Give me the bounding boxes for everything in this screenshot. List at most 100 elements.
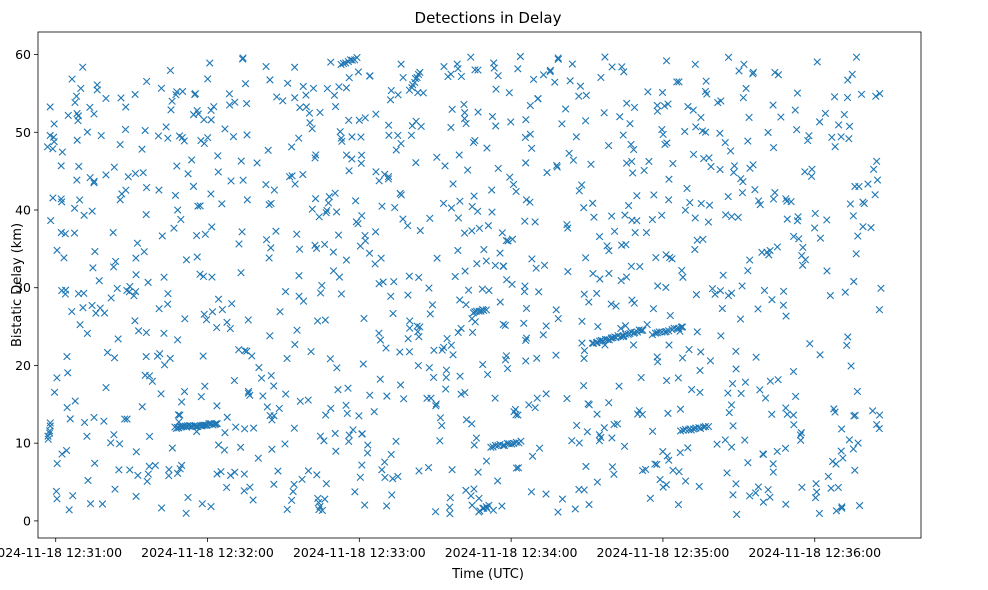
scatter-point-399 bbox=[577, 181, 586, 189]
scatter-point-866 bbox=[683, 184, 691, 193]
scatter-point-106 bbox=[774, 376, 782, 384]
scatter-point-578 bbox=[612, 302, 620, 310]
scatter-point-787 bbox=[808, 165, 816, 173]
scatter-point-153 bbox=[417, 122, 425, 131]
scatter-point-21 bbox=[475, 224, 484, 232]
scatter-point-52 bbox=[587, 160, 595, 169]
scatter-point-196 bbox=[689, 150, 698, 159]
scatter-point-896 bbox=[214, 295, 223, 303]
scatter-point-357 bbox=[345, 431, 353, 439]
scatter-point-381 bbox=[773, 243, 782, 251]
scatter-point-503 bbox=[789, 367, 798, 376]
scatter-point-980 bbox=[868, 407, 877, 415]
scatter-point-1039 bbox=[50, 137, 58, 146]
scatter-point-701 bbox=[658, 211, 666, 219]
scatter-point-917 bbox=[61, 286, 70, 294]
scatter-point-814 bbox=[732, 510, 741, 519]
scatter-point-904 bbox=[826, 291, 835, 300]
scatter-point-516 bbox=[384, 172, 393, 181]
scatter-point-178 bbox=[142, 352, 150, 361]
scatter-point-1021 bbox=[345, 167, 353, 175]
scatter-point-30 bbox=[389, 309, 397, 318]
scatter-point-491 bbox=[283, 79, 292, 87]
scatter-point-371 bbox=[508, 235, 517, 243]
scatter-point-678 bbox=[844, 76, 852, 84]
scatter-point-437 bbox=[63, 403, 71, 412]
scatter-point-69 bbox=[236, 443, 245, 451]
scatter-point-593 bbox=[235, 346, 243, 354]
scatter-point-969 bbox=[528, 452, 537, 460]
scatter-point-556 bbox=[568, 60, 577, 68]
scatter-point-860 bbox=[46, 216, 55, 225]
scatter-point-833 bbox=[798, 483, 806, 491]
scatter-point-1227 bbox=[416, 68, 424, 77]
scatter-point-1017 bbox=[665, 341, 673, 349]
scatter-point-1040 bbox=[721, 211, 730, 219]
scatter-point-126 bbox=[436, 437, 444, 445]
scatter-point-522 bbox=[706, 357, 715, 365]
scatter-point-472 bbox=[344, 384, 352, 392]
scatter-point-565 bbox=[95, 277, 103, 285]
scatter-point-952 bbox=[141, 126, 149, 135]
scatter-point-208 bbox=[805, 132, 813, 140]
scatter-point-568 bbox=[745, 492, 754, 500]
scatter-point-670 bbox=[721, 436, 729, 444]
scatter-point-248 bbox=[662, 283, 670, 292]
scatter-point-377 bbox=[102, 94, 110, 103]
scatter-point-769 bbox=[366, 72, 374, 80]
scatter-point-594 bbox=[372, 110, 380, 118]
scatter-point-267 bbox=[631, 228, 639, 237]
scatter-point-586 bbox=[397, 60, 405, 68]
scatter-point-476 bbox=[769, 195, 778, 203]
scatter-point-676 bbox=[665, 253, 674, 262]
scatter-point-1204 bbox=[480, 306, 488, 315]
scatter-point-332 bbox=[134, 471, 142, 480]
scatter-point-887 bbox=[381, 473, 389, 482]
x-axis-label: Time (UTC) bbox=[451, 567, 524, 582]
scatter-point-913 bbox=[378, 202, 386, 210]
scatter-point-590 bbox=[110, 431, 118, 439]
scatter-point-228 bbox=[801, 168, 809, 176]
scatter-point-576 bbox=[558, 120, 566, 128]
scatter-point-777 bbox=[178, 87, 187, 96]
scatter-point-323 bbox=[628, 157, 636, 166]
scatter-point-567 bbox=[295, 134, 303, 142]
scatter-point-303 bbox=[446, 494, 455, 502]
scatter-point-931 bbox=[744, 267, 752, 275]
scatter-point-284 bbox=[231, 98, 239, 106]
scatter-point-1233 bbox=[46, 419, 54, 427]
scatter-point-1058 bbox=[160, 361, 169, 369]
scatter-point-414 bbox=[527, 144, 536, 153]
scatter-point-643 bbox=[416, 226, 424, 235]
scatter-point-433 bbox=[522, 357, 530, 365]
scatter-point-413 bbox=[613, 420, 622, 428]
scatter-point-331 bbox=[468, 328, 477, 337]
scatter-point-869 bbox=[361, 114, 369, 122]
scatter-point-283 bbox=[830, 405, 838, 413]
scatter-point-540 bbox=[131, 317, 139, 325]
scatter-point-268 bbox=[266, 332, 274, 340]
scatter-point-663 bbox=[532, 264, 540, 272]
scatter-point-1217 bbox=[348, 56, 356, 64]
scatter-point-257 bbox=[468, 420, 476, 428]
scatter-point-369 bbox=[348, 133, 356, 141]
scatter-point-633 bbox=[615, 382, 623, 390]
scatter-point-705 bbox=[769, 468, 777, 476]
scatter-point-247 bbox=[488, 112, 497, 121]
scatter-point-334 bbox=[700, 154, 708, 163]
scatter-point-801 bbox=[843, 93, 852, 102]
scatter-point-308 bbox=[457, 72, 466, 81]
scatter-point-794 bbox=[276, 307, 284, 316]
scatter-point-772 bbox=[812, 479, 820, 488]
scatter-point-374 bbox=[623, 99, 631, 108]
scatter-point-112 bbox=[708, 285, 717, 293]
scatter-point-770 bbox=[663, 452, 671, 460]
scatter-point-1008 bbox=[675, 468, 683, 476]
scatter-point-169 bbox=[145, 372, 154, 380]
scatter-point-93 bbox=[88, 301, 96, 310]
x-tick-label-4: 2024-11-18 12:35:00 bbox=[597, 545, 730, 560]
scatter-point-210 bbox=[828, 133, 836, 142]
scatter-point-1071 bbox=[875, 305, 884, 314]
scatter-point-217 bbox=[691, 245, 699, 254]
scatter-point-435 bbox=[659, 130, 667, 139]
